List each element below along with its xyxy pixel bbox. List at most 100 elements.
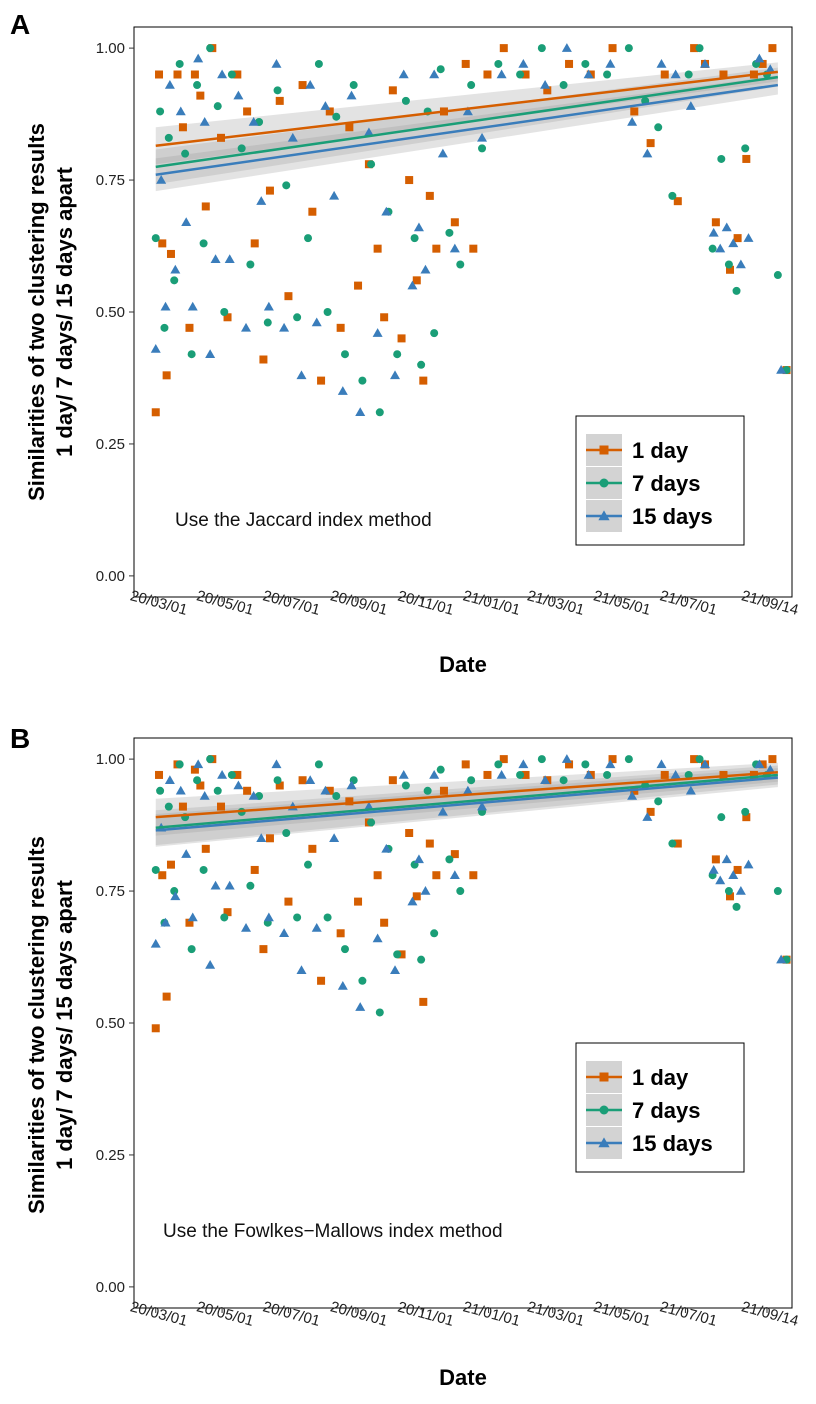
data-point	[608, 44, 617, 53]
data-point	[206, 44, 215, 53]
data-point	[467, 81, 476, 90]
data-point	[581, 760, 590, 769]
data-point	[314, 59, 323, 68]
data-point	[398, 769, 409, 779]
data-point	[175, 760, 184, 769]
data-point	[436, 65, 445, 74]
legend-key-marker	[599, 445, 609, 455]
data-point	[355, 1002, 366, 1011]
data-point	[237, 144, 246, 153]
legend-key-marker	[599, 1072, 609, 1082]
legend-key-marker	[599, 1105, 609, 1115]
data-point	[246, 881, 255, 890]
data-point	[419, 997, 428, 1006]
data-point	[449, 870, 460, 879]
panel-letter-b: B	[10, 723, 30, 754]
x-tick-label: 21/05/01	[592, 1298, 653, 1330]
x-axis-a: 20/03/01 20/05/01 20/07/01 20/09/01 20/11/01…	[128, 587, 800, 619]
data-point	[332, 792, 341, 801]
data-point	[325, 786, 334, 795]
legend-label: 1 day	[632, 1065, 689, 1090]
data-point	[199, 239, 208, 248]
data-point	[233, 780, 244, 790]
data-point	[246, 260, 255, 269]
data-point	[332, 112, 341, 121]
data-point	[397, 950, 406, 959]
data-point	[646, 807, 655, 816]
data-point	[561, 43, 572, 52]
data-point	[425, 191, 434, 200]
data-point	[320, 101, 331, 110]
data-point	[719, 70, 728, 79]
data-point	[516, 70, 525, 79]
data-point	[717, 813, 726, 822]
data-point	[233, 770, 242, 779]
scatter-points-b	[150, 754, 791, 1033]
data-point	[419, 376, 428, 385]
data-point	[175, 785, 186, 795]
data-point	[685, 785, 696, 795]
confidence-band	[155, 67, 778, 185]
legend-label: 7 days	[632, 1098, 701, 1123]
data-point	[162, 992, 171, 1001]
data-point	[699, 759, 710, 769]
data-point	[233, 70, 242, 79]
trend-line	[155, 773, 778, 829]
data-point	[178, 802, 187, 811]
data-point	[296, 965, 307, 974]
data-point	[205, 959, 216, 969]
x-tick-label: 21/03/01	[525, 1298, 586, 1330]
data-point	[193, 759, 204, 769]
data-point	[656, 58, 667, 68]
data-point	[340, 350, 349, 359]
data-point	[210, 880, 221, 890]
data-point	[298, 81, 307, 90]
data-point	[271, 58, 282, 68]
data-point	[646, 139, 655, 148]
data-point	[417, 360, 426, 369]
data-point	[279, 928, 290, 938]
data-point	[478, 144, 487, 153]
data-point	[158, 871, 167, 880]
data-point	[401, 96, 410, 105]
data-point	[311, 317, 322, 327]
data-point	[150, 343, 161, 353]
data-point	[728, 870, 739, 879]
data-point	[151, 865, 160, 874]
data-point	[654, 123, 663, 132]
data-point	[345, 123, 354, 132]
data-point	[337, 386, 348, 395]
data-point	[329, 833, 340, 843]
x-axis-b: 20/03/01 20/05/01 20/07/01 20/09/01 20/11/01…	[128, 1298, 800, 1330]
data-point	[732, 286, 741, 295]
data-point	[715, 243, 726, 253]
data-point	[156, 175, 167, 184]
data-point	[185, 323, 194, 332]
y-tick-label: 0.75	[96, 883, 125, 900]
data-point	[735, 886, 746, 895]
data-point	[540, 80, 551, 89]
trend-lines-b	[155, 771, 778, 832]
data-point	[708, 227, 719, 237]
data-point	[559, 776, 568, 785]
x-axis-title-b: Date	[439, 1365, 487, 1390]
data-point	[401, 781, 410, 790]
panel-a: A 0.000.250.500.751.00 20/03/01 20/05/01 2…	[10, 9, 800, 677]
data-point	[561, 754, 572, 763]
panel-letter-a: A	[10, 9, 30, 40]
data-point	[456, 260, 465, 269]
data-point	[340, 945, 349, 954]
data-point	[293, 913, 302, 922]
data-point	[323, 913, 332, 922]
data-point	[164, 802, 173, 811]
data-point	[305, 775, 316, 784]
data-point	[450, 218, 459, 227]
data-point	[543, 86, 552, 95]
data-point	[151, 408, 160, 417]
x-tick-label: 21/07/01	[658, 587, 719, 619]
data-point	[256, 833, 267, 843]
data-point	[735, 259, 746, 269]
data-point	[354, 281, 363, 290]
data-point	[642, 148, 653, 158]
